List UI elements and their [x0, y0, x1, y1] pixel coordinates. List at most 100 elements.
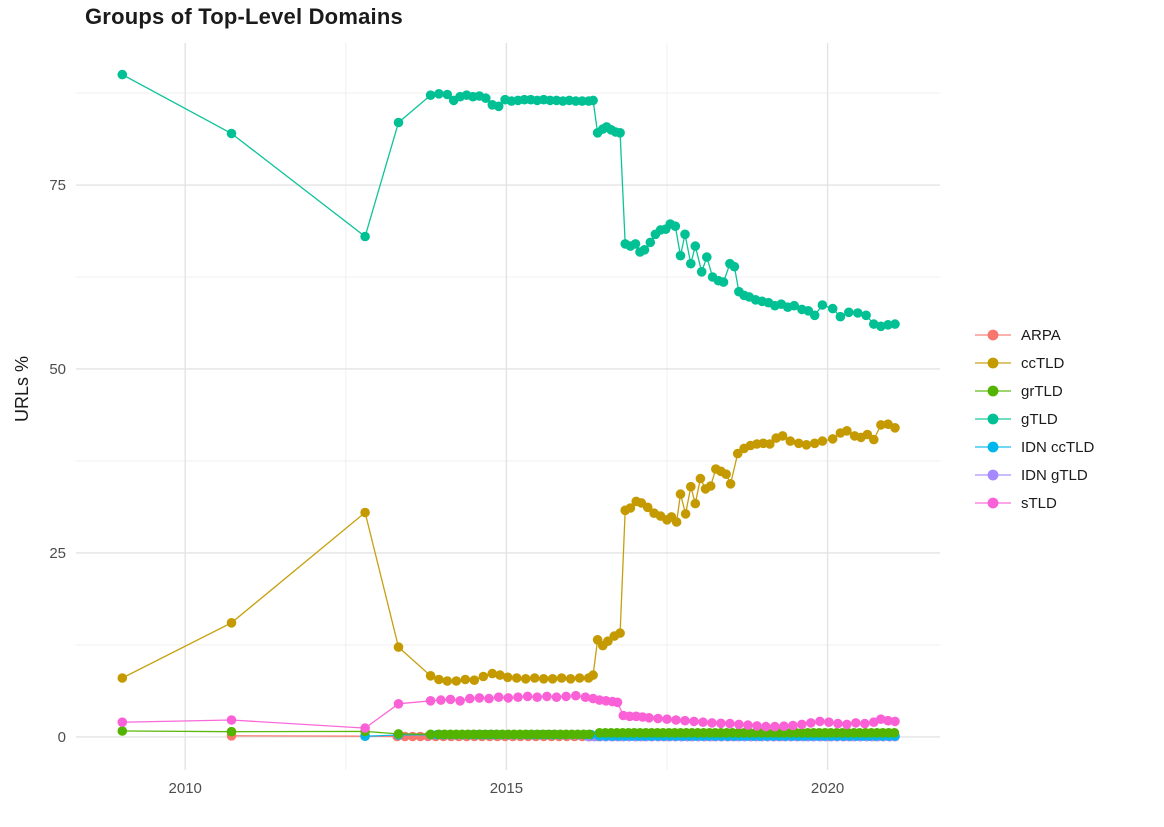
data-point [451, 676, 462, 686]
data-point [860, 718, 870, 729]
legend-label: ARPA [1021, 326, 1061, 344]
data-point [861, 310, 871, 321]
legend-label: gTLD [1021, 410, 1058, 428]
legend-label: sTLD [1021, 494, 1057, 512]
legend-item-IDN-ccTLD: IDN ccTLD [974, 433, 1094, 461]
data-point [465, 693, 475, 704]
data-point [455, 696, 465, 706]
data-point [743, 720, 753, 730]
data-point [393, 117, 404, 128]
legend-key-dot [987, 413, 999, 425]
data-point [565, 674, 576, 684]
legend-item-gTLD: gTLD [974, 405, 1094, 433]
data-point [842, 426, 852, 436]
x-tick-label: 2010 [169, 780, 202, 797]
data-point [809, 438, 820, 449]
data-point [686, 258, 696, 269]
data-point [806, 718, 816, 728]
data-point [793, 438, 804, 449]
data-point [862, 429, 873, 440]
data-point [442, 89, 453, 100]
data-point [690, 241, 701, 251]
legend-item-sTLD: sTLD [974, 489, 1094, 517]
legend-label: grTLD [1021, 382, 1063, 400]
legend-item-ccTLD: ccTLD [974, 349, 1094, 377]
data-point [702, 252, 712, 262]
data-point [779, 721, 789, 731]
data-point [584, 729, 595, 740]
data-point [425, 729, 436, 740]
data-point [827, 434, 838, 444]
data-point [226, 726, 237, 737]
data-point [571, 690, 581, 701]
legend-label: IDN gTLD [1021, 466, 1088, 484]
legend-item-grTLD: grTLD [974, 377, 1094, 405]
series-gTLD [117, 69, 900, 332]
data-point [502, 672, 513, 683]
data-point [520, 674, 531, 684]
data-point [721, 469, 731, 480]
series-grTLD [117, 726, 900, 740]
chart-title: Groups of Top-Level Domains [85, 4, 403, 29]
data-point [503, 693, 514, 703]
data-point [801, 440, 812, 450]
legend-label: IDN ccTLD [1021, 438, 1095, 456]
data-point [675, 489, 686, 499]
data-point [360, 231, 370, 242]
data-point [734, 719, 744, 730]
legend-key-icon [975, 469, 1011, 481]
data-point [696, 267, 707, 277]
data-point [675, 250, 686, 261]
data-point [603, 636, 613, 646]
data-point [844, 307, 854, 318]
y-tick-label: 75 [49, 177, 66, 194]
data-point [513, 692, 523, 702]
data-point [436, 695, 446, 705]
data-point [360, 723, 370, 733]
legend-key-icon [975, 385, 1011, 397]
data-point [561, 691, 571, 702]
data-point [117, 673, 128, 683]
data-point [833, 718, 843, 729]
data-point [484, 693, 494, 704]
data-point [547, 674, 558, 684]
legend-key-dot [987, 357, 999, 369]
data-point [625, 503, 636, 513]
data-point [522, 691, 533, 702]
data-point [630, 239, 641, 249]
data-point [680, 509, 691, 519]
data-point [890, 319, 900, 329]
data-point [615, 628, 625, 638]
data-point [551, 692, 562, 702]
data-point [761, 721, 771, 732]
data-point [725, 479, 736, 489]
data-point [393, 642, 404, 652]
data-point [556, 673, 567, 683]
data-point [853, 308, 863, 318]
legend-key-icon [975, 441, 1011, 453]
data-point [434, 674, 444, 685]
data-point [580, 692, 591, 702]
data-point [487, 668, 498, 679]
data-point [481, 93, 491, 103]
data-point [542, 691, 552, 702]
data-point [425, 671, 436, 681]
data-point [752, 721, 762, 731]
legend-key-dot [987, 385, 999, 397]
data-point [226, 618, 237, 628]
legend-key-icon [975, 497, 1011, 509]
data-point [707, 718, 717, 728]
data-point [425, 696, 436, 706]
data-point [615, 128, 625, 138]
y-tick-label: 0 [58, 729, 66, 746]
data-point [686, 481, 696, 492]
data-point [716, 718, 726, 729]
data-point [511, 673, 522, 683]
data-point [732, 448, 743, 459]
data-point [226, 715, 237, 725]
legend-item-ARPA: ARPA [974, 321, 1094, 349]
data-point [698, 717, 708, 727]
data-point [835, 311, 846, 322]
